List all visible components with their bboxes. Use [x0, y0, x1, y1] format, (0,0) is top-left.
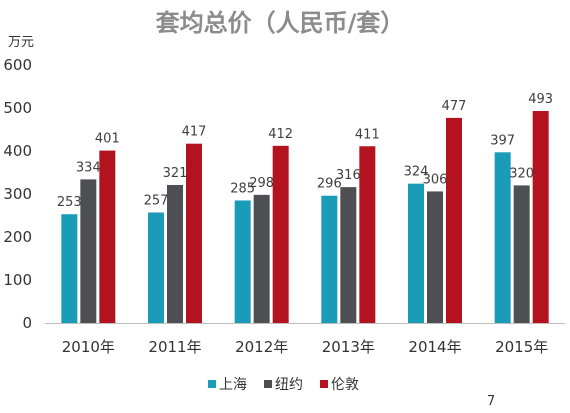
y-axis-unit-label: 万元: [8, 35, 34, 50]
x-axis-ticks: 2010年 2011年 2012年 2013年 2014年 2015年: [62, 338, 549, 356]
y-tick-label: 200: [3, 228, 32, 246]
y-tick-label: 400: [3, 142, 32, 160]
x-tick-label: 2014年: [408, 338, 461, 356]
watermark: 21世纪经济报道 21ST CENTURY BUSINESS HERALD: [372, 354, 512, 384]
bar-纽约-2011年: [167, 184, 183, 323]
data-label: 401: [95, 132, 120, 147]
data-label: 477: [442, 99, 467, 114]
watermark-subtext: 21ST CENTURY BUSINESS HERALD: [372, 376, 492, 384]
bar-series: [61, 111, 549, 323]
data-label: 320: [509, 166, 534, 181]
data-label: 285: [230, 181, 255, 196]
y-tick-label: 100: [3, 271, 32, 289]
legend-swatch: [208, 380, 216, 388]
data-label: 321: [163, 166, 188, 181]
legend-label: 伦敦: [331, 377, 359, 393]
x-tick-label: 2010年: [62, 338, 115, 356]
bar-上海-2012年: [234, 200, 251, 323]
bar-纽约-2012年: [253, 194, 270, 323]
y-tick-label: 500: [3, 99, 32, 117]
bar-伦敦-2013年: [359, 146, 376, 323]
data-label: 253: [57, 195, 82, 210]
bar-上海-2011年: [148, 212, 164, 323]
watermark-text: 21世纪经济报道: [372, 354, 512, 377]
x-tick-label: 2011年: [148, 338, 201, 356]
bar-上海-2014年: [408, 183, 424, 323]
bar-纽约-2014年: [427, 191, 443, 323]
bar-上海-2013年: [321, 195, 338, 323]
bar-纽约-2013年: [340, 187, 357, 323]
data-label: 334: [76, 160, 101, 175]
data-labels: 2533344012573214172852984122963164113243…: [57, 92, 553, 210]
legend-swatch: [320, 380, 328, 388]
chart-title: 套均总价（人民币/套）: [156, 9, 405, 37]
data-label: 316: [336, 168, 361, 183]
data-label: 412: [268, 127, 293, 142]
x-tick-label: 2013年: [322, 338, 375, 356]
legend: 上海 纽约 伦敦: [208, 377, 359, 393]
y-axis-ticks: 0 100 200 300 400 500 600: [3, 56, 32, 332]
x-tick-label: 2015年: [495, 338, 548, 356]
bar-上海-2010年: [61, 214, 78, 323]
bar-伦敦-2014年: [446, 117, 462, 323]
legend-swatch: [264, 380, 272, 388]
data-label: 417: [182, 125, 207, 140]
bar-伦敦-2010年: [99, 150, 116, 323]
bar-伦敦-2015年: [532, 111, 549, 323]
bar-伦敦-2011年: [186, 143, 202, 323]
page-marker: 7: [487, 394, 495, 409]
data-label: 298: [249, 176, 274, 191]
data-label: 411: [355, 127, 380, 142]
y-tick-label: 300: [3, 185, 32, 203]
data-label: 493: [528, 92, 553, 107]
bar-上海-2015年: [494, 152, 511, 323]
legend-label: 纽约: [275, 377, 303, 393]
data-label: 296: [317, 177, 342, 192]
bar-纽约-2010年: [80, 179, 97, 323]
bar-纽约-2015年: [513, 185, 530, 323]
data-label: 257: [144, 193, 169, 208]
data-label: 397: [490, 133, 515, 148]
data-label: 306: [423, 172, 448, 187]
y-tick-label: 0: [22, 314, 32, 332]
bar-伦敦-2012年: [272, 145, 289, 323]
data-label: 324: [404, 165, 429, 180]
legend-label: 上海: [219, 377, 247, 393]
y-tick-label: 600: [3, 56, 32, 74]
x-tick-label: 2012年: [235, 338, 288, 356]
